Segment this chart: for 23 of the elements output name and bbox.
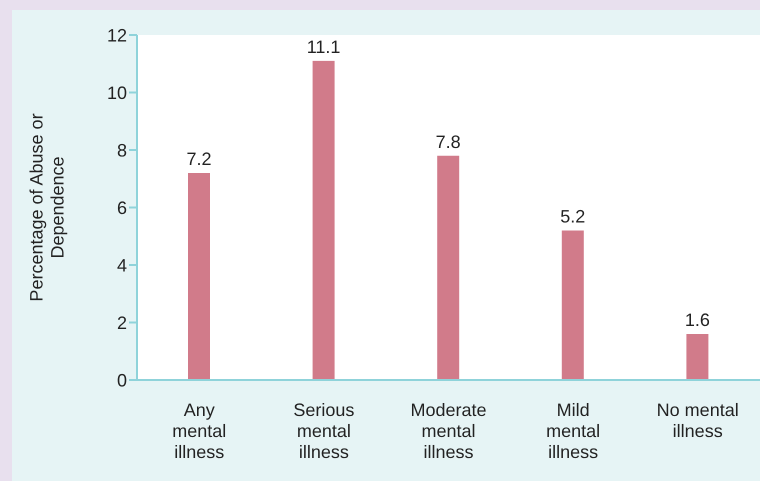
x-tick-label: Serious mental illness [293, 400, 354, 462]
x-tick-label: Mild mental illness [546, 400, 600, 462]
y-tick-label: 0 [116, 370, 127, 390]
data-label: 11.1 [306, 36, 340, 57]
bar [562, 230, 584, 380]
data-label: 7.2 [186, 149, 212, 169]
data-label: 5.2 [560, 206, 586, 226]
bar [188, 173, 210, 380]
bar [312, 60, 335, 380]
y-tick-label: 2 [116, 312, 127, 333]
x-tick-label: Moderate mental illness [410, 400, 487, 462]
y-axis-title: Percentage of Abuse or Dependence [26, 113, 68, 302]
y-tick-label: 6 [116, 198, 127, 218]
x-tick-label: No mental illness [656, 400, 739, 441]
y-tick-label: 12 [106, 25, 127, 46]
data-label: 7.8 [436, 132, 461, 152]
y-tick-label: 8 [116, 140, 127, 160]
y-tick-label: 4 [116, 255, 127, 276]
x-tick-label: Any mental illness [172, 400, 226, 462]
data-label: 1.6 [684, 310, 710, 330]
bar [686, 334, 708, 380]
bar [437, 156, 460, 380]
y-tick-label: 10 [106, 82, 127, 103]
